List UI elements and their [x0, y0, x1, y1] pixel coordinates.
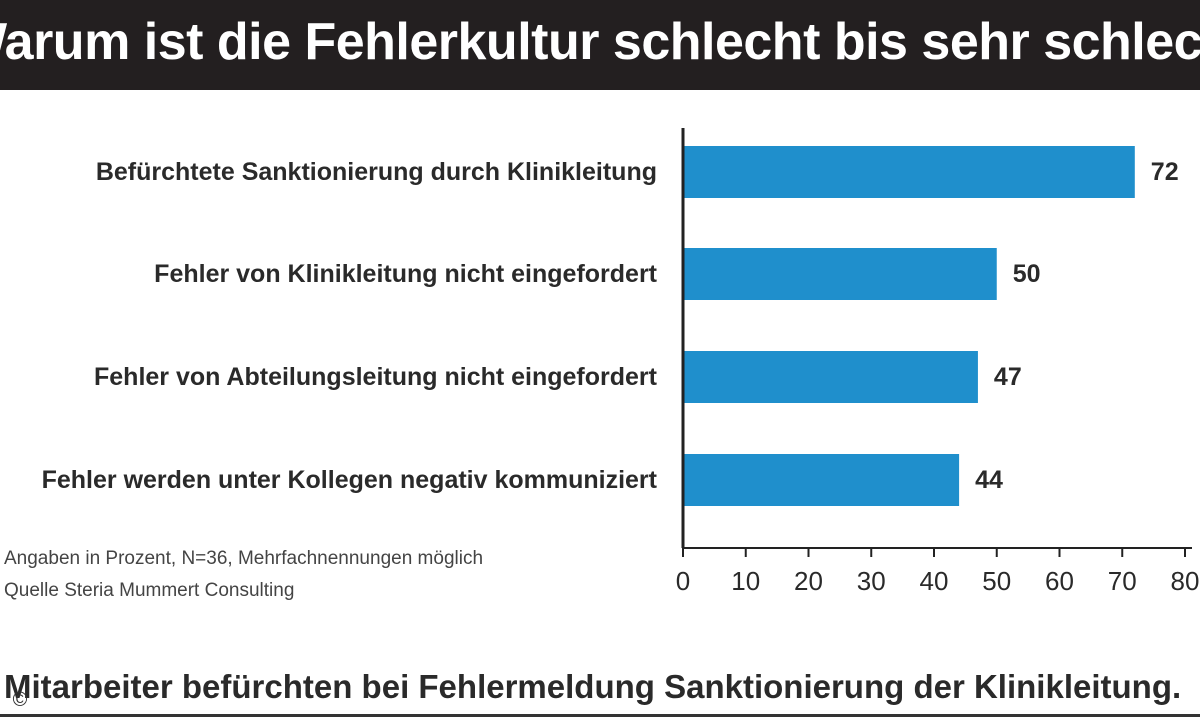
category-label: Befürchtete Sanktionierung durch Klinikl…	[96, 158, 657, 186]
bar	[683, 454, 960, 506]
x-tick-label: 10	[731, 566, 760, 596]
caption: Mitarbeiter befürchten bei Fehlermeldung…	[4, 668, 1182, 705]
bar	[683, 248, 997, 300]
source-note: Quelle Steria Mummert Consulting	[4, 580, 295, 601]
copyright-icon: ©	[12, 689, 28, 711]
x-tick-label: 80	[1171, 566, 1200, 596]
basis-note: Angaben in Prozent, N=36, Mehrfachnennun…	[4, 548, 484, 569]
bar	[683, 146, 1135, 198]
category-label: Fehler von Abteilungsleitung nicht einge…	[94, 363, 658, 391]
bar-chart: Befürchtete Sanktionierung durch Klinikl…	[42, 128, 1200, 596]
x-tick-label: 50	[982, 566, 1011, 596]
x-tick-label: 0	[676, 566, 690, 596]
page-title: Warum ist die Fehlerkultur schlecht bis …	[0, 13, 1200, 71]
x-tick-label: 30	[857, 566, 886, 596]
x-tick-label: 40	[920, 566, 949, 596]
bar	[683, 351, 978, 403]
x-tick-label: 20	[794, 566, 823, 596]
x-tick-label: 70	[1108, 566, 1137, 596]
bottom-rule	[0, 714, 1200, 717]
category-label: Fehler werden unter Kollegen negativ kom…	[42, 466, 658, 494]
data-label: 44	[975, 466, 1003, 494]
category-label: Fehler von Klinikleitung nicht eingeford…	[154, 260, 657, 288]
x-tick-label: 60	[1045, 566, 1074, 596]
data-label: 72	[1151, 158, 1179, 186]
data-label: 47	[994, 363, 1022, 391]
title-bar: Warum ist die Fehlerkultur schlecht bis …	[0, 0, 1200, 90]
data-label: 50	[1013, 260, 1041, 288]
